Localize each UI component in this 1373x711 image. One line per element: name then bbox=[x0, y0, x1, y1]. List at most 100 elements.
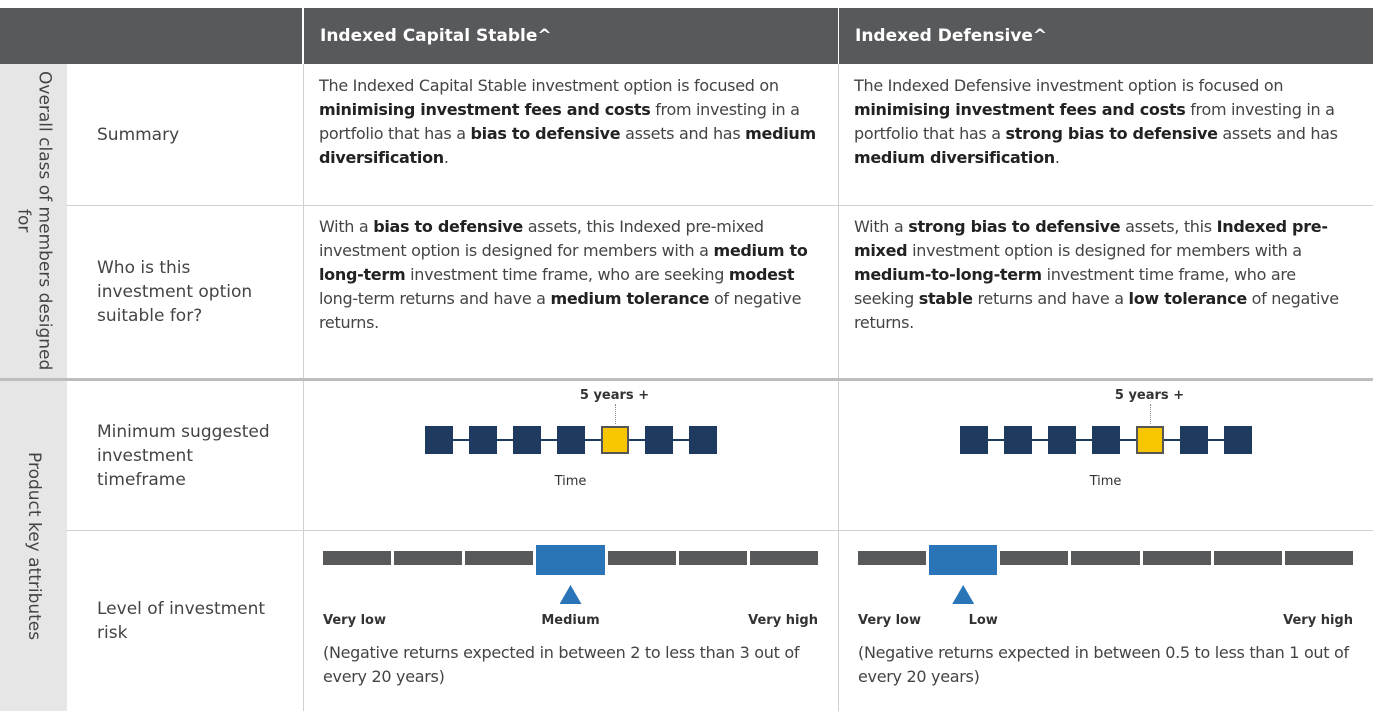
risk-low-label: Very low bbox=[858, 613, 921, 628]
row-divider bbox=[67, 530, 1373, 531]
timeline-step bbox=[424, 426, 453, 454]
bold-text: medium diversification bbox=[854, 148, 1055, 167]
risk-segment bbox=[323, 551, 392, 565]
bold-text: medium diversification bbox=[319, 124, 816, 167]
bold-text: strong bias to defensive bbox=[908, 217, 1121, 236]
text: returns and have a bbox=[972, 289, 1129, 308]
marker-line bbox=[1149, 404, 1151, 424]
timeline-step bbox=[644, 426, 673, 454]
group-label-text: Overall class of members designed for bbox=[13, 71, 55, 371]
group-divider bbox=[0, 378, 1373, 381]
risk-segment bbox=[1071, 551, 1140, 565]
col-divider bbox=[303, 205, 304, 378]
text: The Indexed Defensive investment option … bbox=[854, 76, 1284, 95]
col-divider bbox=[838, 205, 839, 378]
risk-segment bbox=[1142, 551, 1211, 565]
timeline-step bbox=[1223, 426, 1252, 454]
timeline-step bbox=[1179, 426, 1208, 454]
text: With a bbox=[319, 217, 374, 236]
timeline-step bbox=[1003, 426, 1032, 454]
risk-low-label: Very low bbox=[323, 613, 386, 628]
bold-text: bias to defensive bbox=[373, 217, 523, 236]
risk-segment bbox=[678, 551, 747, 565]
timeline-step bbox=[512, 426, 541, 454]
text: investment time frame, who are seeking bbox=[405, 265, 729, 284]
risk-level-label: Medium bbox=[541, 613, 600, 628]
risk-segment bbox=[394, 551, 463, 565]
row-label: Summary bbox=[97, 124, 180, 145]
text: assets and has bbox=[620, 124, 746, 143]
timeline-step bbox=[688, 426, 717, 454]
text: The Indexed Capital Stable investment op… bbox=[319, 76, 779, 95]
bold-text: Indexed pre-mixed bbox=[854, 217, 1328, 260]
marker-line bbox=[614, 404, 616, 424]
risk-segment bbox=[536, 545, 605, 575]
bold-text: bias to defensive bbox=[470, 124, 621, 143]
text: assets, this bbox=[1120, 217, 1217, 236]
text: assets and has bbox=[1217, 124, 1338, 143]
bold-text: strong bias to defensive bbox=[1005, 124, 1218, 143]
timeline-step bbox=[1047, 426, 1076, 454]
text: of negative returns. bbox=[854, 289, 1339, 332]
text: investment time frame, who are seeking bbox=[854, 265, 1296, 308]
axis-label: Time bbox=[1089, 474, 1122, 489]
col-divider bbox=[838, 64, 839, 205]
text: from investing in a portfolio that has a bbox=[319, 100, 800, 143]
risk-segment bbox=[607, 551, 676, 565]
timeline-step bbox=[556, 426, 585, 454]
col-divider bbox=[303, 530, 304, 711]
header-cell: Indexed Capital Stable^ bbox=[304, 8, 838, 64]
axis-label: Time bbox=[554, 474, 587, 489]
text: of negative returns. bbox=[319, 289, 802, 332]
bold-text: modest bbox=[728, 265, 795, 284]
text: assets, this Indexed pre-mixed investmen… bbox=[319, 217, 764, 260]
timeline-step bbox=[1091, 426, 1120, 454]
risk-pointer bbox=[952, 585, 975, 604]
risk-segment bbox=[1284, 551, 1353, 565]
risk-high-label: Very high bbox=[748, 613, 818, 628]
risk-high-label: Very high bbox=[1283, 613, 1353, 628]
text: long-term returns and have a bbox=[319, 289, 551, 308]
timeline-step bbox=[600, 426, 629, 454]
bold-text: medium-to-long-term bbox=[854, 265, 1042, 284]
risk-level-label: Low bbox=[968, 613, 998, 628]
row-divider bbox=[67, 205, 1373, 206]
cell-text: The Indexed Defensive investment option … bbox=[838, 64, 1373, 205]
text: investment option is designed for member… bbox=[907, 241, 1302, 260]
risk-segment bbox=[1000, 551, 1069, 565]
bold-text: medium to long-term bbox=[319, 241, 808, 284]
marker-label: 5 years + bbox=[1114, 388, 1185, 403]
group-label: Overall class of members designed for bbox=[0, 64, 67, 378]
timeline-step bbox=[1135, 426, 1164, 454]
risk-pointer bbox=[559, 585, 582, 604]
header-blank bbox=[0, 8, 302, 64]
cell-text: The Indexed Capital Stable investment op… bbox=[303, 64, 838, 205]
risk-segment bbox=[1213, 551, 1282, 565]
row-label: Level of investment risk bbox=[97, 598, 266, 643]
bold-text: medium tolerance bbox=[550, 289, 710, 308]
cell-text: With a bias to defensive assets, this In… bbox=[303, 205, 838, 378]
col-divider bbox=[838, 381, 839, 530]
text: . bbox=[443, 148, 449, 167]
text: With a bbox=[854, 217, 909, 236]
bold-text: stable bbox=[918, 289, 973, 308]
col-divider bbox=[838, 530, 839, 711]
cell-text: With a strong bias to defensive assets, … bbox=[838, 205, 1373, 378]
risk-segment bbox=[858, 551, 927, 565]
risk-segment bbox=[465, 551, 534, 565]
risk-note: (Negative returns expected in between 0.… bbox=[858, 643, 1349, 686]
timeline-step bbox=[959, 426, 988, 454]
header-cell: Indexed Defensive^ bbox=[839, 8, 1373, 64]
timeline-step bbox=[468, 426, 497, 454]
text: . bbox=[1054, 148, 1060, 167]
bold-text: low tolerance bbox=[1128, 289, 1248, 308]
bold-text: minimising investment fees and costs bbox=[319, 100, 651, 119]
text: from investing in a portfolio that has a bbox=[854, 100, 1335, 143]
risk-note: (Negative returns expected in between 2 … bbox=[323, 643, 800, 686]
row-label: Who is this investment option suitable f… bbox=[97, 257, 253, 326]
risk-segment bbox=[749, 551, 818, 565]
group-label: Product key attributes bbox=[0, 381, 67, 711]
marker-label: 5 years + bbox=[579, 388, 650, 403]
risk-segment bbox=[929, 545, 998, 575]
